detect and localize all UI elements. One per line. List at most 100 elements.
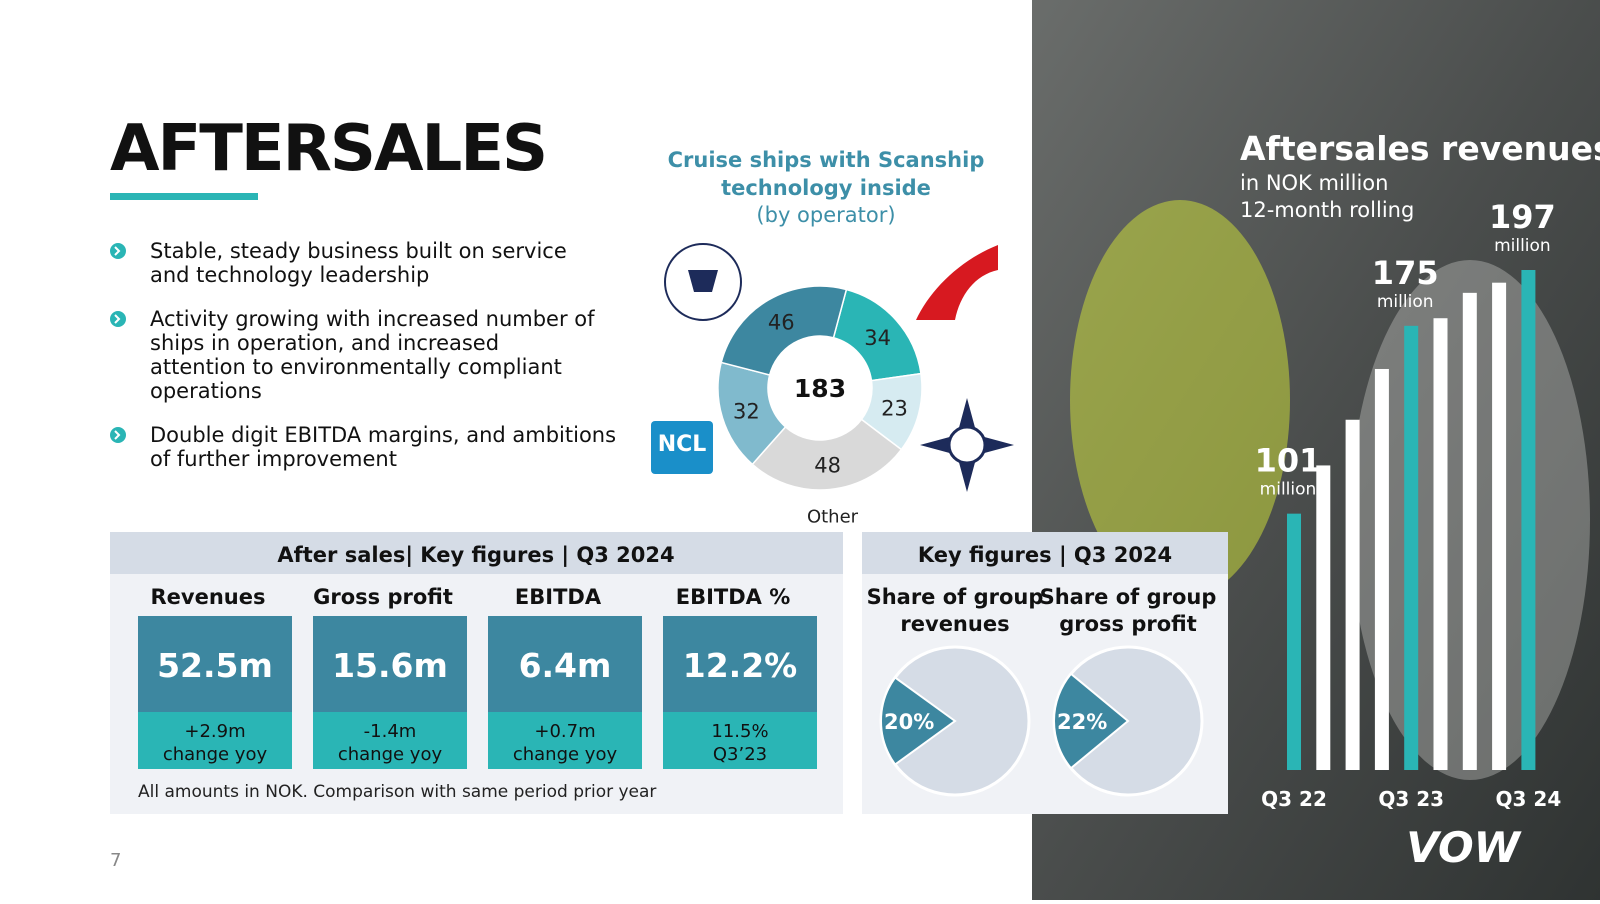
logo-royal-caribbean-crown (688, 270, 718, 292)
donut-title: technology inside (721, 176, 931, 200)
bullet-text: Stable, steady business built on service… (150, 239, 567, 287)
footnote: All amounts in NOK. Comparison with same… (138, 782, 656, 802)
bar (1316, 465, 1331, 770)
kf-value: 52.5m (157, 646, 273, 685)
share-title: Key figures | Q3 2024 (918, 543, 1172, 568)
bar (1521, 270, 1536, 770)
x-tick-label: Q3 23 (1378, 787, 1444, 811)
kf-change: +0.7m (534, 721, 595, 742)
bar (1462, 292, 1477, 770)
bar-value-label: 101 (1255, 442, 1322, 480)
kf-note: change yoy (338, 744, 443, 765)
vow-logo: VOW (1406, 823, 1522, 872)
share-header (862, 532, 1228, 574)
bar-value-label: 175 (1372, 254, 1439, 292)
bullet-chevron (114, 246, 121, 256)
bar-unit-label: million (1494, 236, 1551, 256)
bullet-line: Double digit EBITDA margins, and ambitio… (150, 423, 616, 447)
kf-name: Revenues (151, 585, 266, 609)
pie-slice (1053, 672, 1130, 770)
donut-chart: NCL Cruise ships with Scanship technology… (651, 148, 1014, 527)
donut-label: Other (807, 506, 859, 527)
photo-worker (1070, 200, 1290, 600)
bullet-text: Activity growing with increased number o… (150, 307, 595, 403)
kf-note: Q3’23 (713, 744, 767, 765)
pie-title: revenues (900, 612, 1009, 636)
logo-carnival (916, 245, 998, 320)
kf-note: change yoy (513, 744, 618, 765)
donut-value: 46 (768, 310, 795, 334)
donut-segment (751, 418, 903, 491)
bar (1287, 513, 1301, 770)
bullet-chevron (114, 314, 121, 324)
title-underline (110, 193, 258, 200)
pie-title: gross profit (1059, 612, 1197, 636)
pie-label: 22% (1057, 710, 1107, 734)
donut-segment (720, 285, 848, 376)
bullet-chevron (114, 430, 121, 440)
bar-subtitle: in NOK million (1240, 171, 1388, 195)
bullet-line: ships in operation, and increased (150, 331, 499, 355)
pie-slice (880, 676, 957, 766)
kf-change: -1.4m (364, 721, 417, 742)
share-pies: Share of group revenues 20% Share of group g… (867, 585, 1217, 797)
donut-value: 34 (864, 326, 891, 350)
kf-name: EBITDA % (676, 585, 791, 609)
logo-msc-center (947, 425, 987, 465)
kf-value: 12.2% (683, 646, 798, 685)
kf-note: change yoy (163, 744, 268, 765)
pie-title: Share of group (1040, 585, 1217, 609)
pie-title: Share of group (867, 585, 1044, 609)
kf-change-box (663, 712, 817, 769)
bar-value-label: 197 (1489, 198, 1556, 236)
kf-change: +2.9m (184, 721, 245, 742)
bar (1433, 318, 1448, 770)
donut-value: 23 (881, 396, 908, 420)
bullet-line: attention to environmentally compliant (150, 355, 562, 379)
bullet-line: Stable, steady business built on service (150, 239, 567, 263)
bar-chart: Aftersales revenues in NOK million 12-mont… (1240, 129, 1600, 811)
pie-label: 20% (884, 710, 934, 734)
bullet-line: of further improvement (150, 447, 397, 471)
bar (1374, 368, 1389, 770)
kf-change-box (313, 712, 467, 769)
bar-unit-label: million (1377, 292, 1434, 312)
kf-value-box (138, 616, 292, 712)
bullets: Stable, steady business built on service… (110, 239, 616, 471)
bar-title: Aftersales revenues (1240, 129, 1600, 168)
bullet-line: and technology leadership (150, 263, 429, 287)
bar-unit-label: million (1260, 480, 1317, 500)
bar (1345, 419, 1360, 770)
kf-change-box (488, 712, 642, 769)
title: AFTERSALES (110, 112, 546, 186)
bar (1404, 325, 1419, 770)
donut-value: 32 (733, 399, 760, 423)
kf-value-box (663, 616, 817, 712)
bar-subtitle: 12-month rolling (1240, 198, 1414, 222)
bullet-line: operations (150, 379, 262, 403)
bullet-line: Activity growing with increased number o… (150, 307, 595, 331)
x-tick-label: Q3 24 (1496, 787, 1562, 811)
kf-change-box (138, 712, 292, 769)
logo-ncl (651, 421, 713, 474)
bullet-text: Double digit EBITDA margins, and ambitio… (150, 423, 616, 471)
donut-title: Cruise ships with Scanship (668, 148, 985, 172)
donut-subtitle: (by operator) (756, 203, 895, 227)
kf-value-box (488, 616, 642, 712)
key-figures-header (110, 532, 843, 574)
logo-ncl-text: NCL (658, 432, 707, 457)
key-figures-title: After sales| Key figures | Q3 2024 (277, 543, 674, 568)
page-number: 7 (110, 850, 121, 871)
bar (1492, 282, 1507, 770)
kf-change: 11.5% (711, 721, 768, 742)
donut-total: 183 (794, 374, 846, 403)
donut-value: 48 (814, 454, 841, 478)
kf-value: 15.6m (332, 646, 448, 685)
kf-name: Gross profit (313, 585, 453, 609)
kf-name: EBITDA (515, 585, 602, 609)
kf-value: 6.4m (519, 646, 612, 685)
kf-value-box (313, 616, 467, 712)
x-tick-label: Q3 22 (1261, 787, 1327, 811)
